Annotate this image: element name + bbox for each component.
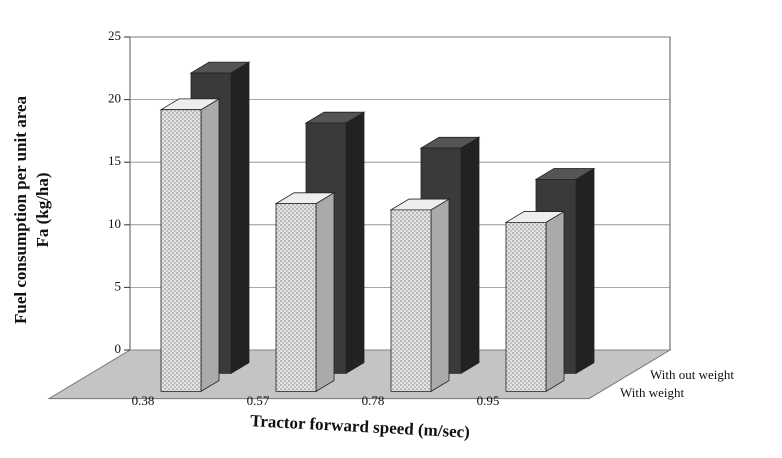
bar	[389, 198, 451, 393]
bar	[504, 210, 566, 393]
y-tick-label: 0	[115, 341, 122, 356]
bar-side	[575, 167, 595, 375]
bar	[274, 192, 336, 393]
y-tick-label: 25	[108, 28, 121, 43]
bar-front	[275, 203, 317, 392]
y-tick-label: 15	[108, 153, 121, 168]
bar-front	[160, 109, 202, 392]
x-axis-label: Tractor forward speed (m/sec)	[250, 411, 471, 441]
y-tick-label: 5	[115, 278, 122, 293]
series-label: With weight	[620, 385, 684, 400]
x-tick-label: 0.57	[247, 393, 270, 408]
series-label: With out weight	[650, 367, 734, 382]
bar	[159, 98, 221, 393]
y-axis-label: Fa (kg/ha)	[33, 172, 52, 247]
y-tick-label: 20	[108, 91, 121, 106]
bar-side	[315, 192, 335, 393]
bar-side	[345, 111, 365, 375]
x-tick-label: 0.95	[477, 393, 500, 408]
bar-side	[230, 61, 250, 375]
bar-side	[430, 198, 450, 393]
bar-side	[200, 98, 220, 393]
x-tick-label: 0.38	[132, 393, 155, 408]
bar-front	[390, 209, 432, 392]
y-tick-label: 10	[108, 216, 121, 231]
bar-front	[505, 221, 547, 392]
x-tick-label: 0.78	[362, 393, 385, 408]
y-axis-label: Fuel consumption per unit area	[11, 96, 30, 324]
bar-side	[545, 210, 565, 393]
bar-side	[460, 136, 480, 375]
